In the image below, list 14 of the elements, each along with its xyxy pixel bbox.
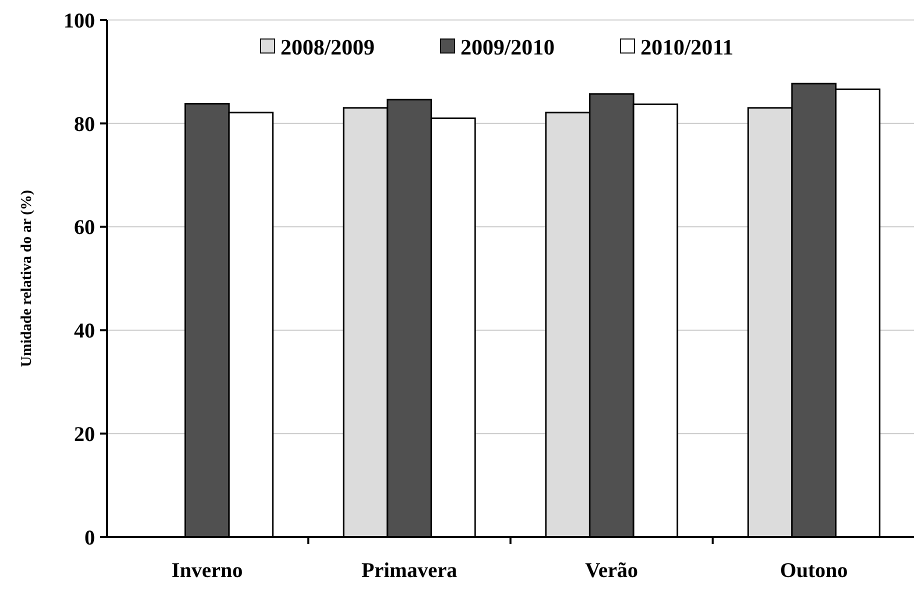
y-axis-title: Umidade relativa do ar (%) xyxy=(19,190,35,367)
y-tick-label: 80 xyxy=(74,112,95,136)
x-tick-label: Inverno xyxy=(172,558,243,582)
x-tick-label: Primavera xyxy=(362,558,458,582)
y-tick-label: 20 xyxy=(74,422,95,446)
y-tick-label: 0 xyxy=(84,525,95,550)
x-tick-label: Verão xyxy=(585,558,638,582)
y-tick-label: 40 xyxy=(74,318,95,343)
y-tick-label: 60 xyxy=(74,215,95,240)
legend-label: 2009/2010 xyxy=(460,34,555,60)
x-tick-label: Outono xyxy=(780,558,848,582)
legend-label: 2008/2009 xyxy=(280,34,375,60)
y-tick-label: 100 xyxy=(64,8,95,32)
legend-label: 2010/2011 xyxy=(640,34,734,60)
